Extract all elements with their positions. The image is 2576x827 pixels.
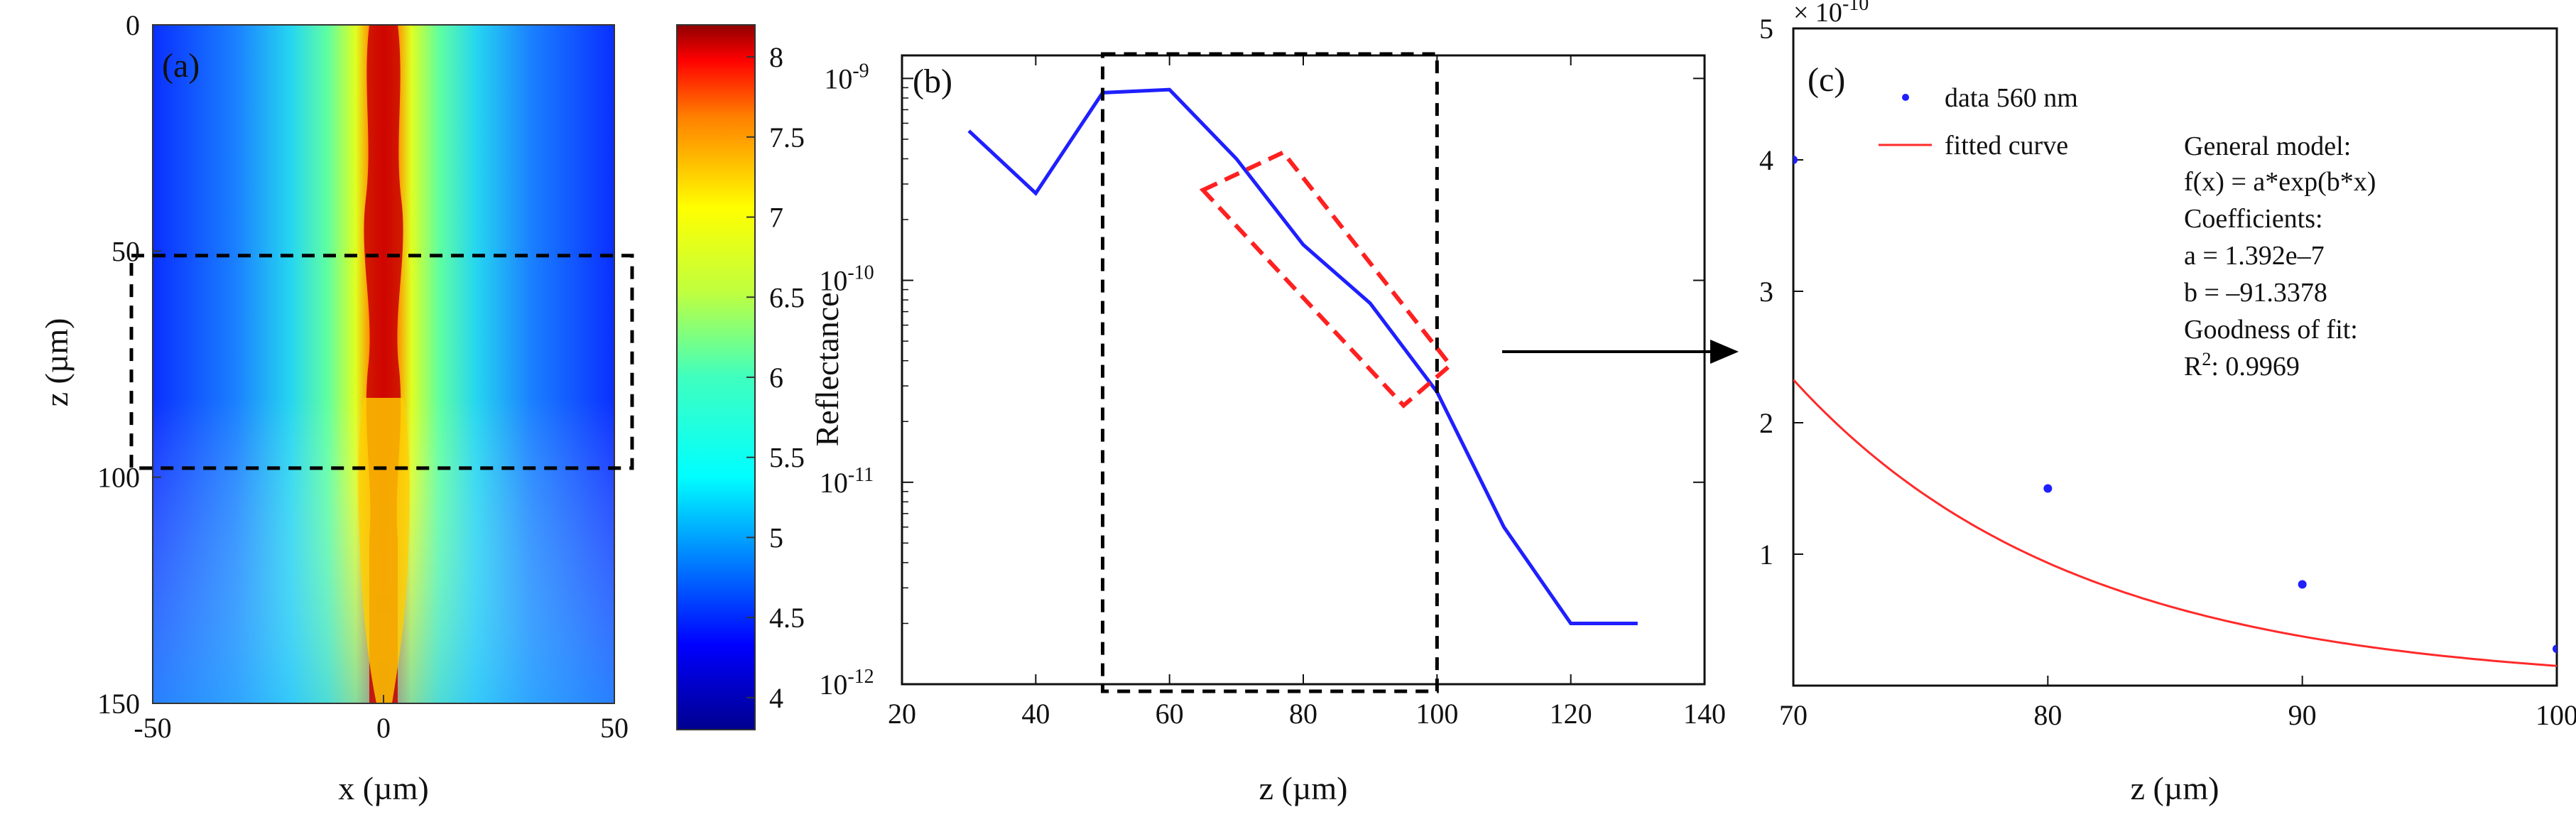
colorbar-tick-label: 4.5 [769,602,805,634]
panel-a-y-tick-label: 100 [97,462,140,494]
colorbar-tick-label: 6 [769,362,783,394]
panel-c-y-tick-label: 2 [1759,407,1773,439]
panel-a-x-tick-label: 0 [376,712,391,744]
colorbar-tick-label: 5.5 [769,442,805,474]
fitted-curve-line [1793,379,2557,667]
panel-a-y-ticks: 0 50 100 150 [97,9,161,720]
colorbar [676,24,756,730]
panel-b-x-tick-label: 40 [1021,698,1050,730]
data-point [2043,484,2053,493]
fit-r2: R2: 0.9969 [2184,349,2300,382]
panel-c-x-tick-label: 80 [2033,699,2062,731]
panel-b-x-tick-label: 100 [1415,698,1458,730]
panel-a-y-tick-label: 0 [126,9,140,41]
panel-c-y-tick-label: 5 [1759,13,1773,45]
legend-entry-data: data 560 nm [1945,83,2078,113]
data-point [2553,644,2557,654]
colorbar-tick-label: 4 [769,682,783,714]
panel-c-x-tick-label: 90 [2288,699,2317,731]
panel-b-y-tick-label: 10-11 [820,464,874,499]
panel-b-y-tick-label: 10-12 [819,666,874,701]
panel-a-y-tick-label: 150 [97,688,140,720]
colorbar-tick-label: 6.5 [769,281,805,313]
panel-b-y-label: Reflectance [809,292,845,446]
data-point [2298,580,2307,589]
panel-b-y-tick-label: 10-10 [819,262,874,297]
panel-b-x-label: z (µm) [1259,770,1348,806]
colorbar-ticks: 4 4.5 5 5.5 6 6.5 7 7.5 8 [746,41,805,714]
legend-entry-fit: fitted curve [1945,131,2068,161]
panel-a-x-tick-label: -50 [134,712,171,744]
panel-a-highlight-box [129,254,634,470]
fit-gof-heading: Goodness of fit: [2184,315,2358,345]
reflectance-line [967,87,1638,625]
panel-c-y-ticks: 1 2 3 4 5 [1759,13,1803,571]
panel-b-x-tick-label: 140 [1683,698,1726,730]
panel-c-x-tick-label: 70 [1779,699,1808,731]
panel-b-y-ticks: 10-12 10-11 10-10 10-9 [819,60,1705,701]
fit-model-heading: General model: [2184,131,2351,161]
panel-b: 20 40 60 80 100 120 140 10-12 10-11 10-10 10-9 (b… [809,52,1739,806]
panel-a-x-label: x (µm) [338,770,428,806]
panel-b-x-tick-label: 120 [1550,698,1592,730]
panel-b-red-box [1199,149,1454,409]
panel-c-x-ticks: 70 80 90 100 [1779,676,2576,731]
panel-a-y-tick-label: 50 [112,235,140,267]
panel-c-y-tick-label: 4 [1759,144,1773,176]
panel-c-frame [1792,27,2558,687]
panel-b-x-ticks: 20 40 60 80 100 120 140 [888,55,1726,730]
panel-c-x-label: z (µm) [2131,770,2219,806]
panel-b-x-tick-label: 80 [1289,698,1317,730]
panel-c-y-tick-label: 3 [1759,276,1773,308]
heatmap-tail [358,398,410,703]
fit-annotation: General model: f(x) = a*exp(b*x) Coeffic… [2184,131,2376,382]
panel-b-label: (b) [913,63,952,100]
panel-a-y-label: z (µm) [38,318,75,407]
panel-a: -50 0 50 0 50 100 150 (a) x (µm) z (µm) 4 4.5 5… [38,9,805,806]
legend-marker-data [1902,94,1909,101]
colorbar-tick-label: 5 [769,521,783,553]
panel-c-label: (c) [1808,61,1845,99]
data-points [1793,156,2557,654]
panel-c-x-tick-label: 100 [2536,699,2576,731]
panel-b-black-box [1101,52,1439,693]
panel-b-frame [901,54,1706,686]
fit-coef-heading: Coefficients: [2184,204,2323,234]
colorbar-tick-label: 7.5 [769,121,805,153]
panel-c-scale-label: × 10-10 [1793,0,1869,28]
panel-b-x-tick-label: 20 [888,698,916,730]
panel-c-y-tick-label: 1 [1759,539,1773,571]
data-point [1793,156,1798,164]
colorbar-tick-label: 7 [769,202,783,234]
panel-a-x-ticks: -50 0 50 [134,695,629,744]
arrow-head [1710,340,1739,364]
fit-model-formula: f(x) = a*exp(b*x) [2184,167,2376,197]
panel-b-y-tick-label: 10-9 [824,60,869,94]
fit-coef-b: b = –91.3378 [2184,278,2327,308]
fit-coef-a: a = 1.392e–7 [2184,241,2325,271]
panel-a-label: (a) [162,47,200,85]
panel-b-x-tick-label: 60 [1156,698,1184,730]
colorbar-tick-label: 8 [769,41,783,73]
panel-a-x-tick-label: 50 [600,712,629,744]
